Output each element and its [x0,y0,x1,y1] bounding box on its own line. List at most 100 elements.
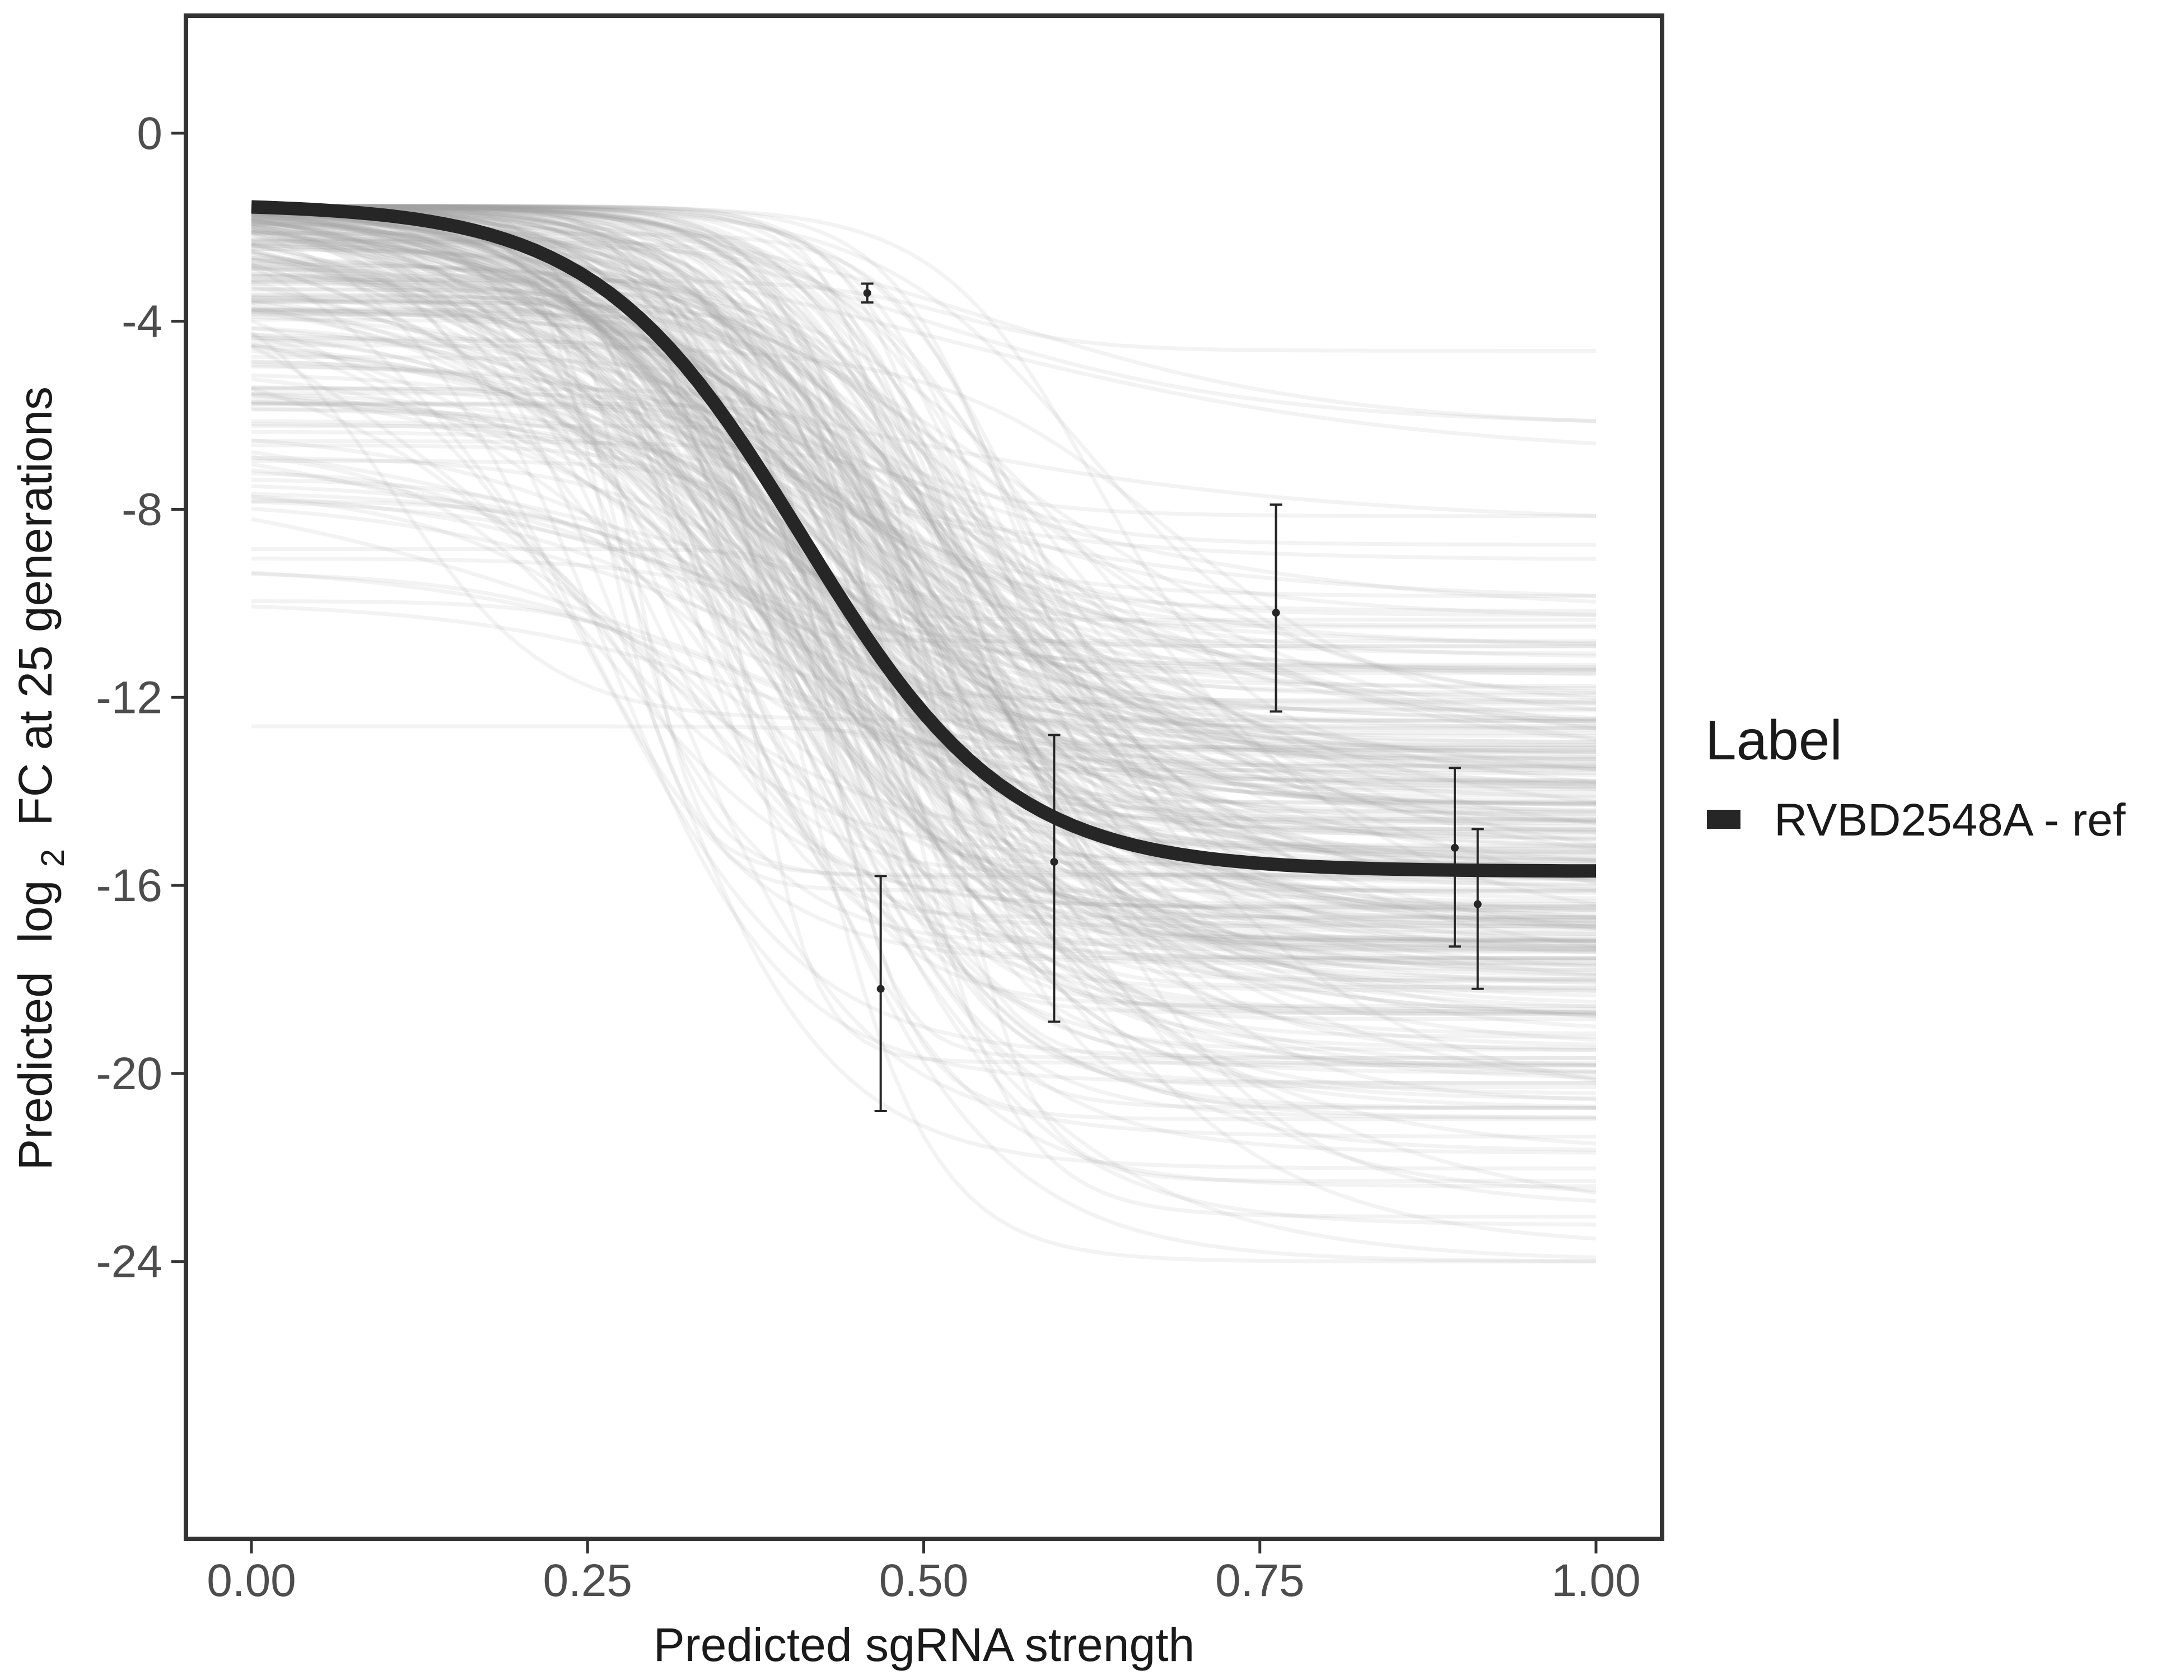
posterior-draw-line [251,271,1597,1119]
posterior-draw-line [251,250,1597,783]
posterior-draw-line [251,267,1597,799]
posterior-draw-line [251,208,1597,1155]
posterior-draw-line [251,204,1596,643]
posterior-draw-line [251,204,1596,943]
posterior-draw-line [251,604,1597,786]
posterior-draw-line [251,227,1597,658]
posterior-draw-line [251,450,1597,647]
posterior-draw-line [251,230,1597,1146]
posterior-draw-line [251,377,1597,748]
posterior-draw-line [251,278,1597,788]
x-tick-label: 0.00 [207,1555,296,1606]
posterior-draw-line [251,443,1596,723]
y-axis-title-subscript: 2 [35,849,71,867]
posterior-draw-line [251,205,1597,1102]
posterior-draw-line [251,211,1596,724]
posterior-draw-line [251,206,1597,806]
posterior-draw-line [251,255,1597,604]
legend: Label RVBD2548A - ref [1705,709,2126,846]
x-tick-label: 0.50 [879,1555,969,1606]
posterior-draw-line [251,208,1597,1100]
point-marker [1450,843,1459,852]
posterior-draw-line [251,228,1597,1080]
posterior-draw-line [251,300,1596,706]
posterior-draw-line [251,239,1596,728]
posterior-draw-line [251,212,1597,1015]
posterior-draw-line [251,211,1597,870]
posterior-draw-line [251,278,1596,353]
posterior-draw-line [251,419,1596,1016]
y-tick-label: -8 [122,484,162,535]
posterior-draw-line [251,284,1597,731]
posterior-draw-line [251,204,1597,953]
posterior-draw-line [251,438,1597,761]
posterior-draw-line [251,204,1597,895]
posterior-draw-line [251,265,1597,814]
y-axis-title-prefix: Predicted [9,972,62,1170]
posterior-draw-line [251,333,1597,973]
data-point [874,875,887,1113]
posterior-draw-line [251,214,1597,676]
posterior-draw-line [251,344,1597,731]
posterior-draw-line [251,204,1596,1011]
posterior-draw-line [251,207,1596,648]
posterior-draw-line [251,219,1597,721]
legend-key [1707,810,1740,829]
posterior-draw-line [251,204,1596,805]
posterior-draw-line [251,204,1596,711]
posterior-draw-line [251,225,1596,669]
posterior-draw-line [251,211,1597,1263]
posterior-draw-line [251,396,1597,1227]
y-axis-title: Predicted log 2 FC at 25 generations [9,386,74,1170]
plot-panel-border [184,13,1664,1541]
posterior-draw-line [251,244,1597,1019]
posterior-draw-line [251,293,1597,942]
posterior-draw-line [251,211,1597,920]
posterior-draw-line [251,471,1596,948]
posterior-draw-line [251,204,1596,1067]
posterior-draw-line [251,233,1597,846]
y-axis-title-log: log [9,880,62,943]
posterior-draw-line [251,220,1597,930]
posterior-draw-line [251,306,1597,786]
posterior-draw-line [251,262,1597,754]
posterior-draw-line [251,212,1596,855]
posterior-draw-line [251,204,1597,961]
posterior-draw-line [251,204,1596,939]
posterior-draw-line [251,206,1597,848]
posterior-draw-line [251,217,1597,928]
posterior-draw-line [251,266,1597,795]
posterior-draw-line [251,279,1597,598]
point-marker [1272,609,1280,617]
posterior-draw-line [251,257,1597,561]
data-point [861,282,874,304]
legend-title: Label [1705,709,1842,772]
posterior-draw-line [251,222,1597,791]
posterior-draw-line [251,242,1597,771]
posterior-draw-line [251,478,1596,1188]
posterior-draw-line [251,204,1597,861]
point-marker [863,289,871,297]
posterior-draw-line [251,571,1597,862]
posterior-draw-line [251,204,1596,943]
posterior-draw-line [251,204,1596,697]
posterior-draw-line [251,207,1597,1075]
posterior-draw-line [251,247,1597,877]
posterior-draw-line [251,263,1597,969]
posterior-draw-line [251,402,1596,769]
posterior-draw-line [251,343,1597,712]
posterior-draw-line [251,309,1597,1074]
posterior-draw-line [251,386,1597,848]
posterior-draw-line [251,599,1596,1009]
posterior-draw-line [251,230,1596,941]
posterior-draw-line [251,363,1597,825]
posterior-draw-line [251,295,1596,1065]
posterior-draw-line [251,298,1596,1089]
data-point [1048,734,1061,1023]
posterior-draw-line [251,204,1597,808]
posterior-draw-line [251,204,1596,1039]
posterior-draw-line [251,393,1597,977]
posterior-draw-line [251,213,1597,948]
posterior-draw-line [251,229,1597,804]
posterior-draw-line [251,217,1596,1171]
